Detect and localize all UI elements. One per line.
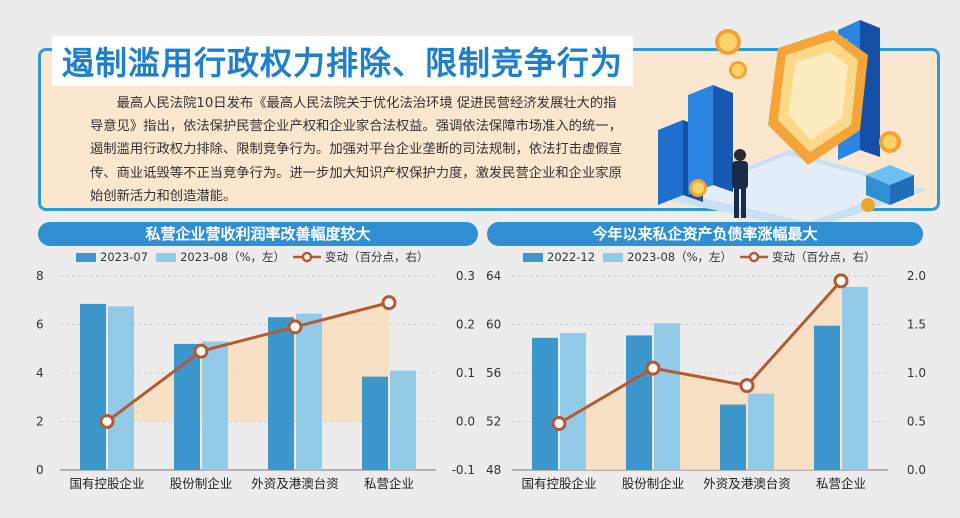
y-tick-label-left: 64 [486, 269, 501, 283]
legend-item: 2023-08（%，左） [156, 249, 285, 265]
y-tick-label-right: 0.3 [456, 269, 475, 283]
x-tick-label: 外资及港澳台资 [251, 476, 339, 491]
bar [654, 323, 680, 470]
bar [748, 393, 774, 470]
y-tick-label-left: 48 [486, 463, 501, 477]
bar [814, 325, 840, 470]
y-tick-label-left: 4 [36, 366, 44, 380]
change-point [739, 378, 755, 394]
page-title: 遏制滥用行政权力排除、限制竞争行为 [52, 36, 634, 86]
y-tick-label-left: 52 [486, 415, 501, 429]
chart1-title: 私营企业营收利润率改善幅度较大 [38, 222, 478, 246]
chart1-legend: 2023-07 2023-08（%，左） 变动（百分点，右） [76, 249, 429, 265]
coin-icon [689, 29, 901, 212]
change-point [287, 319, 303, 335]
legend-item: 2023-07 [76, 250, 148, 264]
y-tick-label-right: 1.5 [907, 318, 926, 332]
x-tick-label: 私营企业 [816, 476, 866, 491]
bar [842, 286, 868, 470]
cube-icon [866, 165, 914, 205]
legend-swatch [76, 252, 96, 262]
y-tick-label-left: 60 [486, 318, 501, 332]
y-tick-label-right: 2.0 [907, 269, 926, 283]
y-tick-label-left: 2 [36, 415, 44, 429]
bar [296, 313, 322, 470]
x-tick-label: 外资及港澳台资 [703, 476, 791, 491]
bar [202, 341, 228, 470]
bar [560, 332, 586, 470]
legend-label: 变动（百分点，右） [772, 250, 876, 264]
legend-line-swatch [293, 251, 322, 263]
bar [268, 317, 294, 470]
legend-label: 2023-08（%，左） [627, 250, 733, 264]
change-point [833, 273, 849, 289]
change-line [558, 279, 843, 425]
legend-swatch [603, 252, 624, 262]
legend-item: 变动（百分点，右） [293, 249, 429, 265]
bar [108, 306, 134, 470]
y-tick-label-right: 0.0 [456, 415, 475, 429]
change-point [381, 295, 397, 311]
x-tick-label: 私营企业 [364, 476, 414, 491]
chart2-legend: 2022-12 2023-08（%，左） 变动（百分点，右） [523, 249, 876, 265]
bar [174, 343, 200, 470]
bar [390, 370, 416, 470]
y-tick-label-right: 0.0 [907, 463, 926, 477]
bar [362, 376, 388, 470]
change-point [193, 343, 209, 359]
legend-label: 变动（百分点，右） [325, 250, 429, 264]
businessman-figure [732, 149, 748, 218]
x-tick-label: 国有控股企业 [521, 476, 596, 491]
y-tick-label-left: 6 [36, 318, 44, 332]
y-tick-label-right: 0.5 [907, 415, 926, 429]
y-tick-label-right: 0.1 [456, 366, 475, 380]
bar [626, 335, 652, 470]
intro-paragraph: 最高人民法院10日发布《最高人民法院关于优化法治环境 促进民营经济发展壮大的指导… [90, 96, 622, 204]
x-tick-label: 股份制企业 [170, 476, 233, 491]
legend-item: 变动（百分点，右） [740, 249, 876, 265]
legend-item: 2022-12 [523, 250, 595, 264]
y-tick-label-left: 8 [36, 269, 44, 283]
x-tick-label: 国有控股企业 [69, 476, 144, 491]
change-point [99, 414, 115, 429]
shield-icon [768, 30, 868, 165]
x-tick-label: 股份制企业 [622, 476, 685, 491]
legend-label: 2023-07 [100, 250, 149, 264]
chart2-title: 今年以来私企资产负债率涨幅最大 [487, 222, 923, 246]
legend-swatch [156, 252, 177, 262]
change-point [645, 360, 661, 376]
change-line [106, 301, 390, 423]
change-point [551, 415, 567, 431]
legend-swatch [523, 252, 543, 262]
bar [720, 404, 746, 470]
y-tick-label-right: 0.2 [456, 318, 475, 332]
y-tick-label-right: 1.0 [907, 366, 926, 380]
legend-label: 2022-12 [547, 250, 596, 264]
y-tick-label-left: 0 [36, 463, 44, 477]
y-tick-label-right: -0.1 [452, 463, 475, 477]
y-tick-label-left: 56 [486, 366, 501, 380]
business-illustration [658, 20, 928, 230]
legend-item: 2023-08（%，左） [603, 249, 732, 265]
bar [532, 337, 558, 470]
bar [80, 303, 106, 470]
legend-label: 2023-08（%，左） [180, 250, 286, 264]
legend-line-swatch [740, 251, 769, 263]
